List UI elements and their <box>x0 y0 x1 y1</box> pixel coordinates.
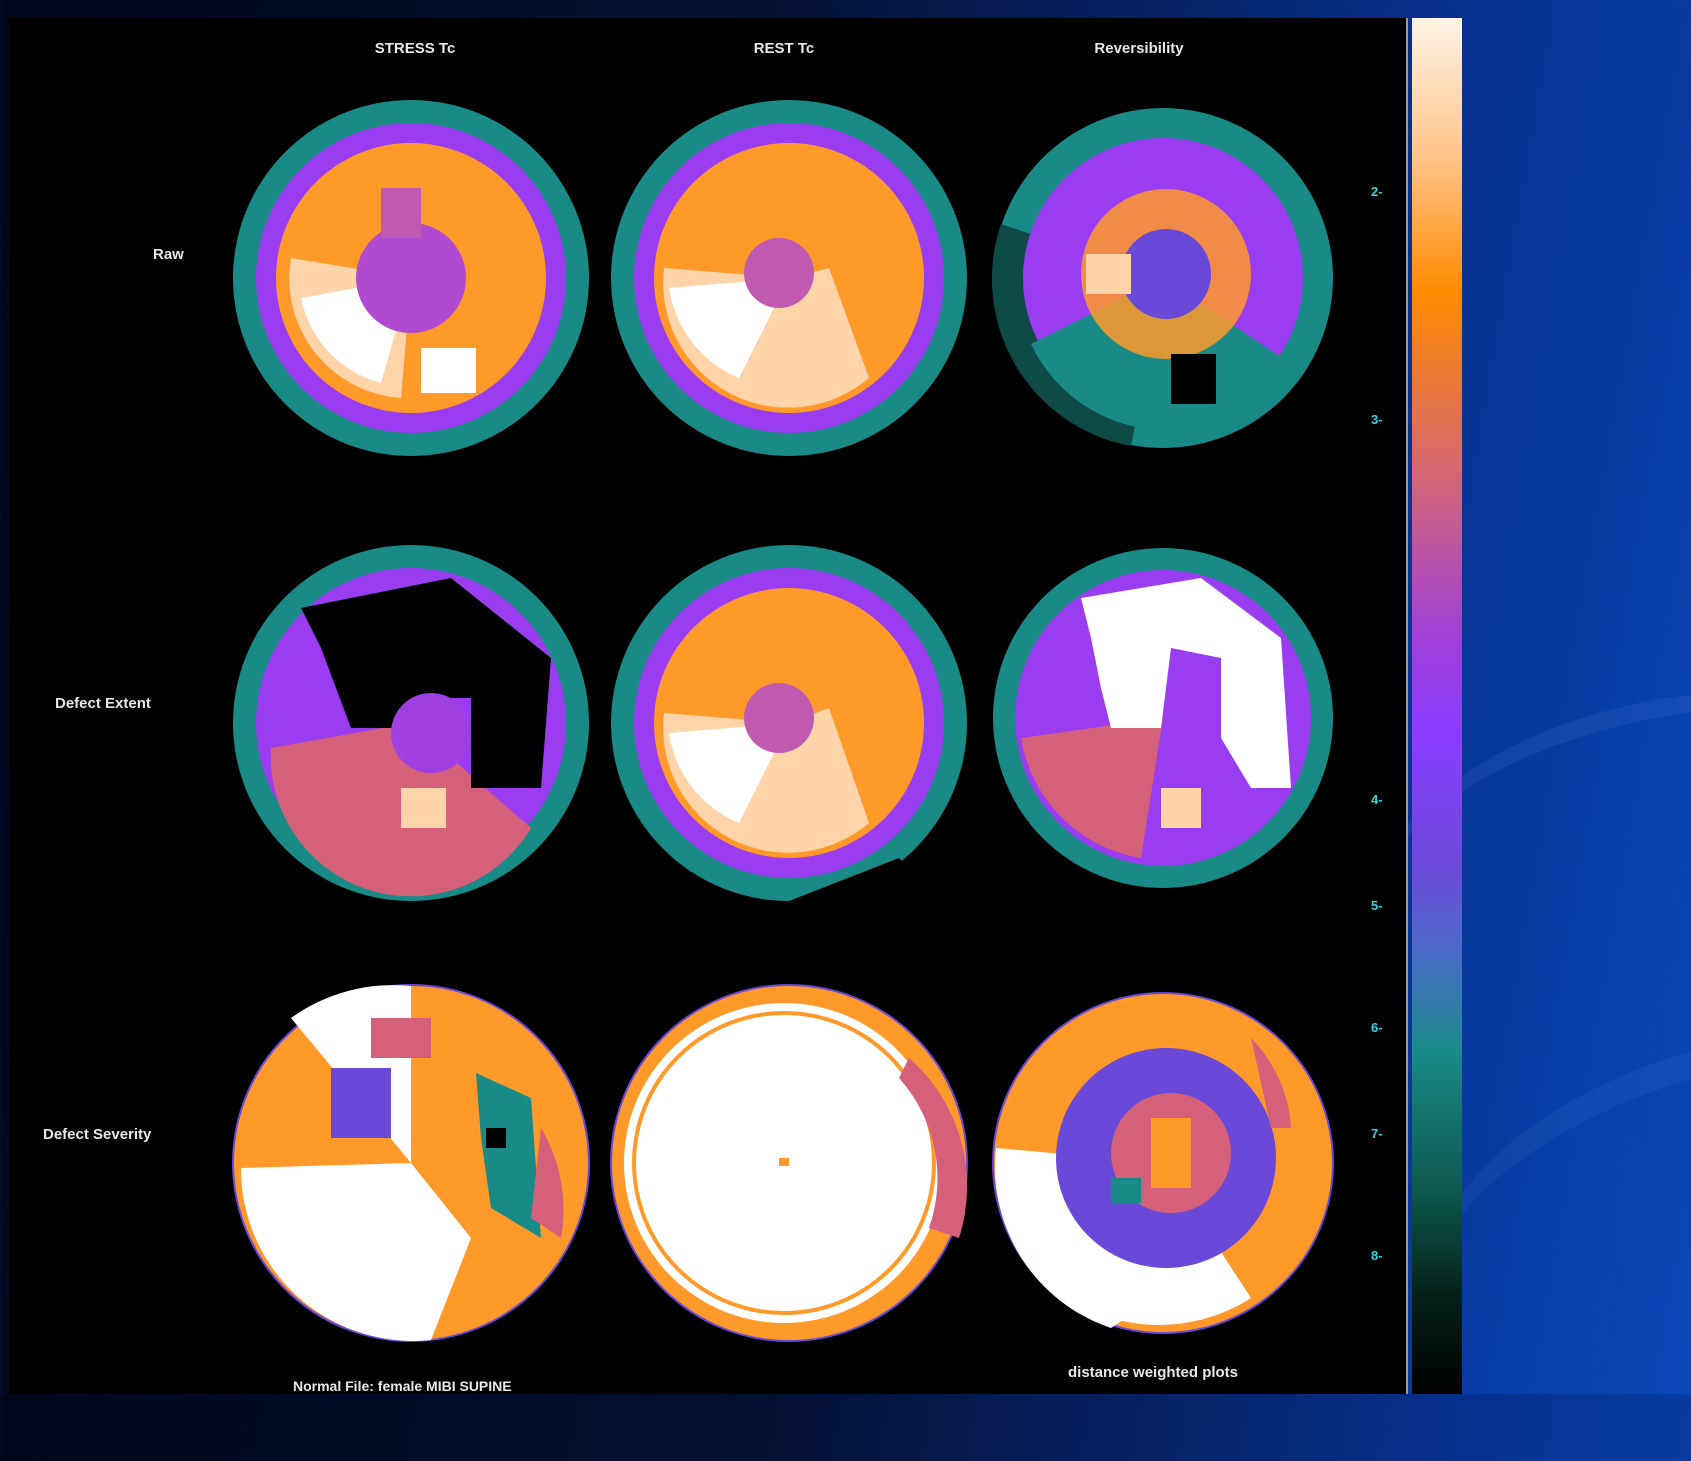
polar-map-panel: STRESS Tc REST Tc Reversibility Raw Defe… <box>9 18 1408 1394</box>
plot-type-label: distance weighted plots <box>1068 1364 1239 1381</box>
scale-tick: 7- <box>1371 1126 1383 1141</box>
scale-tick: 2- <box>1371 184 1383 199</box>
row-label-defect-severity: Defect Severity <box>43 1126 152 1143</box>
scale-tick: 3- <box>1371 412 1383 427</box>
column-header-reversibility: Reversibility <box>1094 40 1184 57</box>
color-scale-bar <box>1412 18 1462 1394</box>
row-label-defect-extent: Defect Extent <box>55 695 151 712</box>
column-header-stress: STRESS Tc <box>374 40 456 57</box>
row-label-raw: Raw <box>153 246 184 263</box>
scale-divider <box>1406 18 1408 1394</box>
scale-tick: 8- <box>1371 1248 1383 1263</box>
polar-map-rest-raw <box>611 100 967 456</box>
scale-tick: 6- <box>1371 1020 1383 1035</box>
polar-map-reversibility-defect-extent <box>993 548 1333 888</box>
column-header-rest: REST Tc <box>753 40 815 57</box>
polar-map-stress-defect-extent <box>233 545 589 901</box>
scale-tick: 4- <box>1371 792 1383 807</box>
polar-map-rest-defect-severity <box>610 984 968 1342</box>
polar-map-reversibility-defect-severity <box>992 992 1334 1334</box>
polar-map-stress-raw <box>233 100 589 456</box>
normal-file-label: Normal File: female MIBI SUPINE <box>293 1378 512 1394</box>
polar-map-reversibility-raw <box>991 108 1333 448</box>
polar-map-rest-defect-extent <box>611 545 967 928</box>
scale-tick: 5- <box>1371 898 1383 913</box>
polar-map-stress-defect-severity <box>232 984 590 1342</box>
